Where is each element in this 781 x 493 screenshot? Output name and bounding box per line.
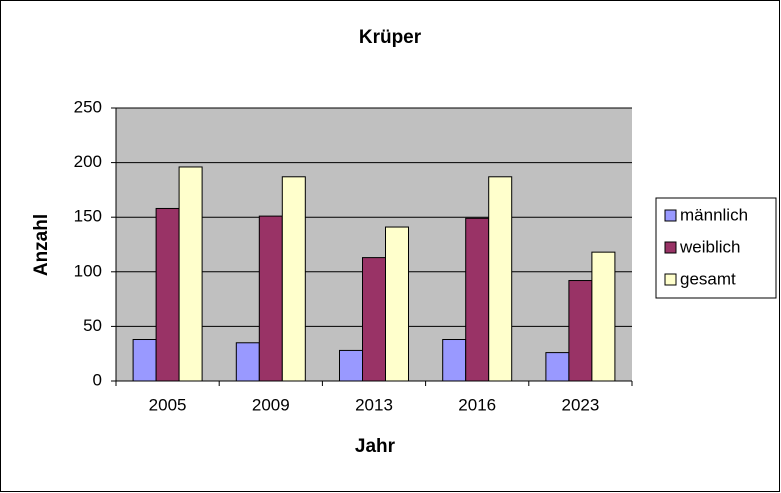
y-tick-label: 150 bbox=[74, 207, 102, 226]
bar bbox=[178, 166, 203, 382]
bar bbox=[568, 280, 593, 382]
bar bbox=[442, 339, 467, 382]
x-tick-label: 2013 bbox=[355, 395, 393, 414]
bar bbox=[362, 257, 386, 382]
bar bbox=[258, 215, 283, 382]
y-tick-label: 250 bbox=[74, 97, 102, 116]
y-axis-label: Anzahl bbox=[31, 214, 52, 276]
legend-label: gesamt bbox=[680, 269, 736, 288]
chart-title: Krüper bbox=[359, 27, 422, 48]
bar bbox=[545, 352, 570, 382]
legend-label: weiblich bbox=[679, 237, 740, 256]
x-tick-label: 2009 bbox=[252, 395, 290, 414]
legend-swatch bbox=[664, 209, 677, 222]
legend-swatch bbox=[664, 241, 677, 254]
legend-label: männlich bbox=[680, 205, 748, 224]
bar bbox=[281, 176, 306, 382]
bar bbox=[465, 217, 490, 382]
x-tick-label: 2023 bbox=[561, 395, 599, 414]
bar bbox=[385, 226, 409, 382]
bar bbox=[235, 342, 260, 382]
bar bbox=[339, 349, 363, 382]
x-tick-label: 2016 bbox=[458, 395, 496, 414]
bar bbox=[132, 339, 157, 382]
y-tick-label: 0 bbox=[93, 370, 102, 389]
x-axis-label: Jahr bbox=[355, 436, 396, 457]
y-tick-label: 200 bbox=[74, 152, 102, 171]
bar bbox=[591, 251, 616, 382]
legend-swatch bbox=[664, 273, 677, 286]
y-tick-label: 50 bbox=[83, 316, 102, 335]
x-tick-label: 2005 bbox=[149, 395, 187, 414]
bar bbox=[155, 207, 180, 382]
y-tick-label: 100 bbox=[74, 261, 102, 280]
bar bbox=[488, 176, 513, 382]
